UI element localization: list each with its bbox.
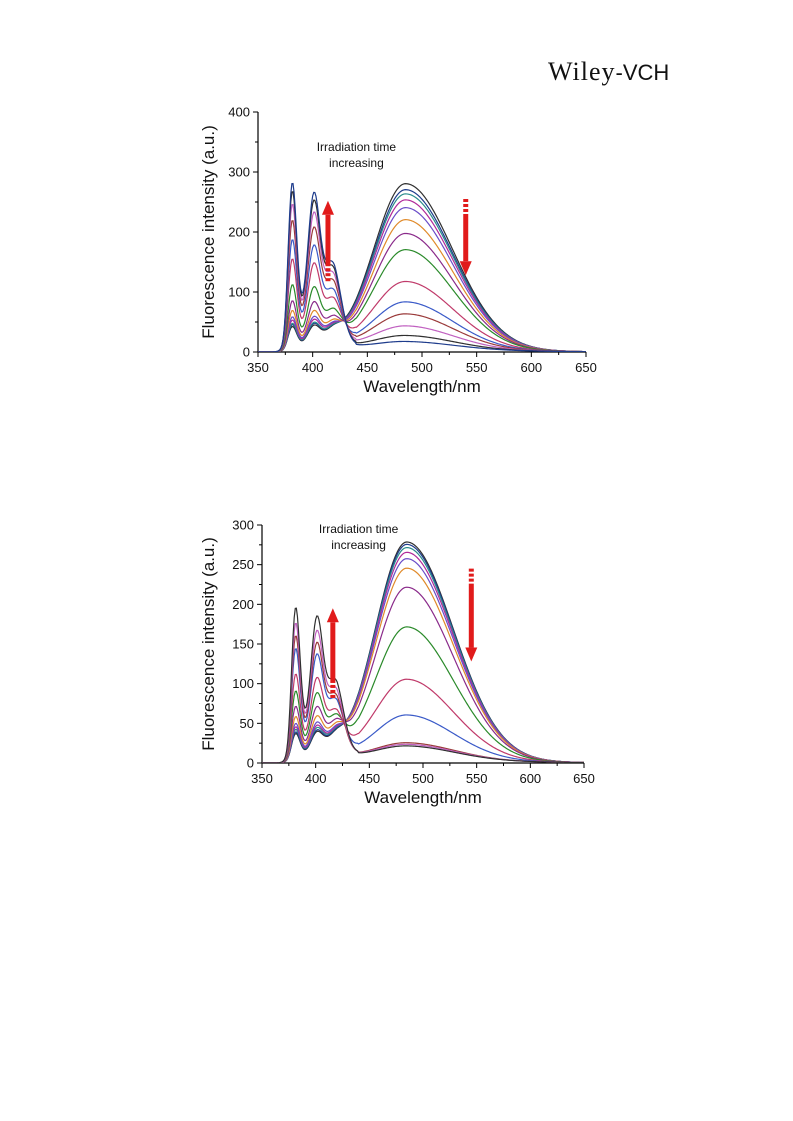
annotation-line-1: Irradiation time — [317, 140, 397, 154]
decrease-arrow — [465, 568, 478, 662]
y-axis-title: Fluorescence intensity (a.u.) — [199, 537, 218, 751]
y-tick-label: 250 — [232, 557, 254, 572]
y-tick-label: 200 — [232, 597, 254, 612]
fluorescence-chart-1: 350 400 450 500 550 600 650 0 100 200 300 400 Wavele… — [199, 105, 597, 397]
y-tick-label: 100 — [228, 285, 250, 300]
x-tick-label: 400 — [302, 360, 324, 375]
series-group — [258, 182, 586, 352]
y-tick-label: 300 — [228, 165, 250, 180]
annotation-line-1: Irradiation time — [319, 522, 399, 536]
x-tick-label: 650 — [573, 771, 595, 786]
series-line — [262, 673, 584, 763]
x-tick-label: 600 — [520, 360, 542, 375]
series-line — [258, 182, 586, 352]
annotation-line-2: increasing — [331, 538, 386, 552]
logo-suffix: -VCH — [616, 60, 670, 85]
series-line — [262, 586, 584, 763]
y-tick-label: 50 — [240, 716, 254, 731]
x-tick-label: 350 — [251, 771, 273, 786]
x-tick-label: 550 — [466, 360, 488, 375]
series-line — [262, 543, 584, 763]
x-tick-label: 500 — [412, 771, 434, 786]
increase-arrow — [321, 200, 334, 282]
x-tick-label: 600 — [519, 771, 541, 786]
x-tick-label: 650 — [575, 360, 597, 375]
x-tick-label: 450 — [356, 360, 378, 375]
publisher-logo: Wiley-VCH — [548, 57, 669, 86]
logo-main: Wiley — [548, 57, 616, 86]
y-tick-label: 100 — [232, 676, 254, 691]
y-tick-label: 400 — [228, 105, 250, 120]
y-tick-label: 150 — [232, 637, 254, 652]
y-axis-title: Fluorescence intensity (a.u.) — [199, 125, 218, 339]
y-tick-label: 0 — [243, 345, 250, 360]
x-tick-label: 500 — [411, 360, 433, 375]
x-tick-label: 350 — [247, 360, 269, 375]
series-group — [262, 541, 584, 763]
y-tick-label: 300 — [232, 518, 254, 533]
fluorescence-chart-2: 350 400 450 500 550 600 650 0 50 100 150 200 250 300 W… — [199, 518, 595, 808]
decrease-arrow — [459, 199, 472, 276]
series-line — [262, 626, 584, 763]
x-tick-label: 450 — [358, 771, 380, 786]
annotation-line-2: increasing — [329, 156, 384, 170]
y-tick-label: 0 — [247, 756, 254, 771]
x-tick-label: 550 — [466, 771, 488, 786]
increase-arrow — [326, 608, 339, 698]
series-line — [262, 648, 584, 763]
svg-text:Wiley-VCH: Wiley-VCH — [548, 57, 669, 86]
y-tick-label: 200 — [228, 225, 250, 240]
series-line — [262, 607, 584, 763]
series-line — [258, 249, 586, 352]
x-axis-title: Wavelength/nm — [364, 788, 481, 807]
x-tick-label: 400 — [305, 771, 327, 786]
x-axis-title: Wavelength/nm — [363, 377, 480, 396]
